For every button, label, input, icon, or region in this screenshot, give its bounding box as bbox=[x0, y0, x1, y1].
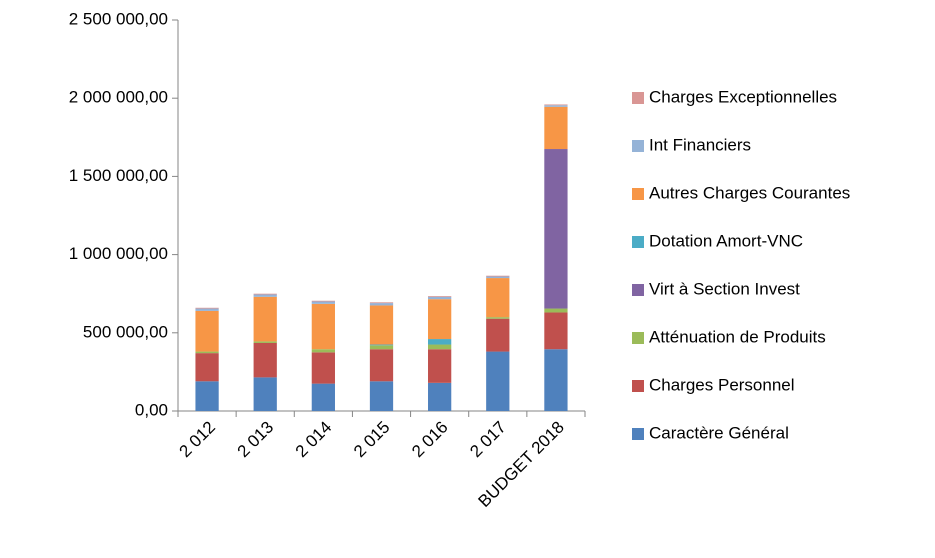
bar-segment bbox=[428, 382, 452, 411]
legend-label: Caractère Général bbox=[649, 423, 789, 442]
legend-swatch bbox=[632, 140, 644, 152]
bar-segment bbox=[253, 293, 277, 295]
bar-segment bbox=[544, 149, 568, 309]
bar-segment bbox=[486, 318, 510, 352]
bar-segment bbox=[253, 341, 277, 343]
legend-label: Virt à Section Invest bbox=[649, 279, 800, 298]
bar-segment bbox=[428, 339, 452, 345]
bar-segment bbox=[428, 296, 452, 300]
bar-segment bbox=[195, 307, 219, 309]
legend-swatch bbox=[632, 284, 644, 296]
legend-swatch bbox=[632, 92, 644, 104]
legend-swatch bbox=[632, 380, 644, 392]
bar-segment bbox=[369, 344, 394, 346]
bar-segment bbox=[428, 344, 452, 350]
y-tick-label: 2 000 000,00 bbox=[69, 88, 168, 107]
y-tick-label: 2 500 000,00 bbox=[69, 9, 168, 28]
bar-segment bbox=[544, 312, 568, 350]
y-tick-label: 1 500 000,00 bbox=[69, 166, 168, 185]
legend-swatch bbox=[632, 236, 644, 248]
bar-segment bbox=[195, 353, 219, 382]
y-tick-label: 0,00 bbox=[135, 400, 168, 419]
bar-segment bbox=[311, 352, 335, 384]
bar-segment bbox=[544, 105, 568, 107]
legend-swatch bbox=[632, 428, 644, 440]
bar-segment bbox=[544, 349, 568, 411]
x-tick-label: 2 013 bbox=[234, 418, 278, 462]
bar-segment bbox=[369, 349, 394, 382]
bar-segment bbox=[195, 308, 219, 311]
bar-segment bbox=[311, 349, 335, 353]
bar-segment bbox=[544, 104, 568, 106]
bar-segment bbox=[311, 301, 335, 304]
bar-segment bbox=[253, 342, 277, 378]
bar-segment bbox=[486, 276, 510, 279]
bar-segment bbox=[369, 345, 394, 350]
legend-swatch bbox=[632, 188, 644, 200]
x-tick-label: 2 016 bbox=[408, 418, 452, 462]
bar-segment bbox=[486, 275, 510, 277]
legend-label: Autres Charges Courantes bbox=[649, 183, 850, 202]
legend-label: Charges Exceptionnelles bbox=[649, 87, 837, 106]
bar-segment bbox=[195, 351, 219, 354]
bar-segment bbox=[544, 106, 568, 150]
x-tick-label: 2 014 bbox=[292, 418, 336, 462]
bar-segment bbox=[486, 317, 510, 319]
bar-segment bbox=[369, 302, 394, 304]
legend-label: Charges Personnel bbox=[649, 375, 795, 394]
bar-segment bbox=[544, 308, 568, 313]
bar-segment bbox=[369, 381, 394, 411]
bar-segment bbox=[369, 305, 394, 345]
legend-label: Dotation Amort-VNC bbox=[649, 231, 803, 250]
bar-segment bbox=[311, 303, 335, 350]
bar-segment bbox=[428, 299, 452, 340]
bar-segment bbox=[428, 296, 452, 297]
x-tick-label: 2 015 bbox=[350, 418, 394, 462]
bar-segment bbox=[195, 310, 219, 352]
legend-swatch bbox=[632, 332, 644, 344]
bar-segment bbox=[253, 296, 277, 342]
bar-segment bbox=[369, 303, 394, 306]
y-tick-label: 1 000 000,00 bbox=[69, 244, 168, 263]
legend-label: Atténuation de Produits bbox=[649, 327, 826, 346]
legend-label: Int Financiers bbox=[649, 135, 751, 154]
bar-segment bbox=[195, 381, 219, 411]
x-tick-label: 2 012 bbox=[176, 418, 220, 462]
bar-segment bbox=[486, 351, 510, 411]
bar-segment bbox=[253, 377, 277, 411]
bar-segment bbox=[486, 278, 510, 318]
bar-segment bbox=[253, 294, 277, 297]
y-tick-label: 500 000,00 bbox=[83, 322, 168, 341]
x-tick-label: 2 017 bbox=[466, 418, 510, 462]
bar-segment bbox=[311, 383, 335, 411]
bar-segment bbox=[311, 300, 335, 302]
bar-segment bbox=[428, 349, 452, 383]
